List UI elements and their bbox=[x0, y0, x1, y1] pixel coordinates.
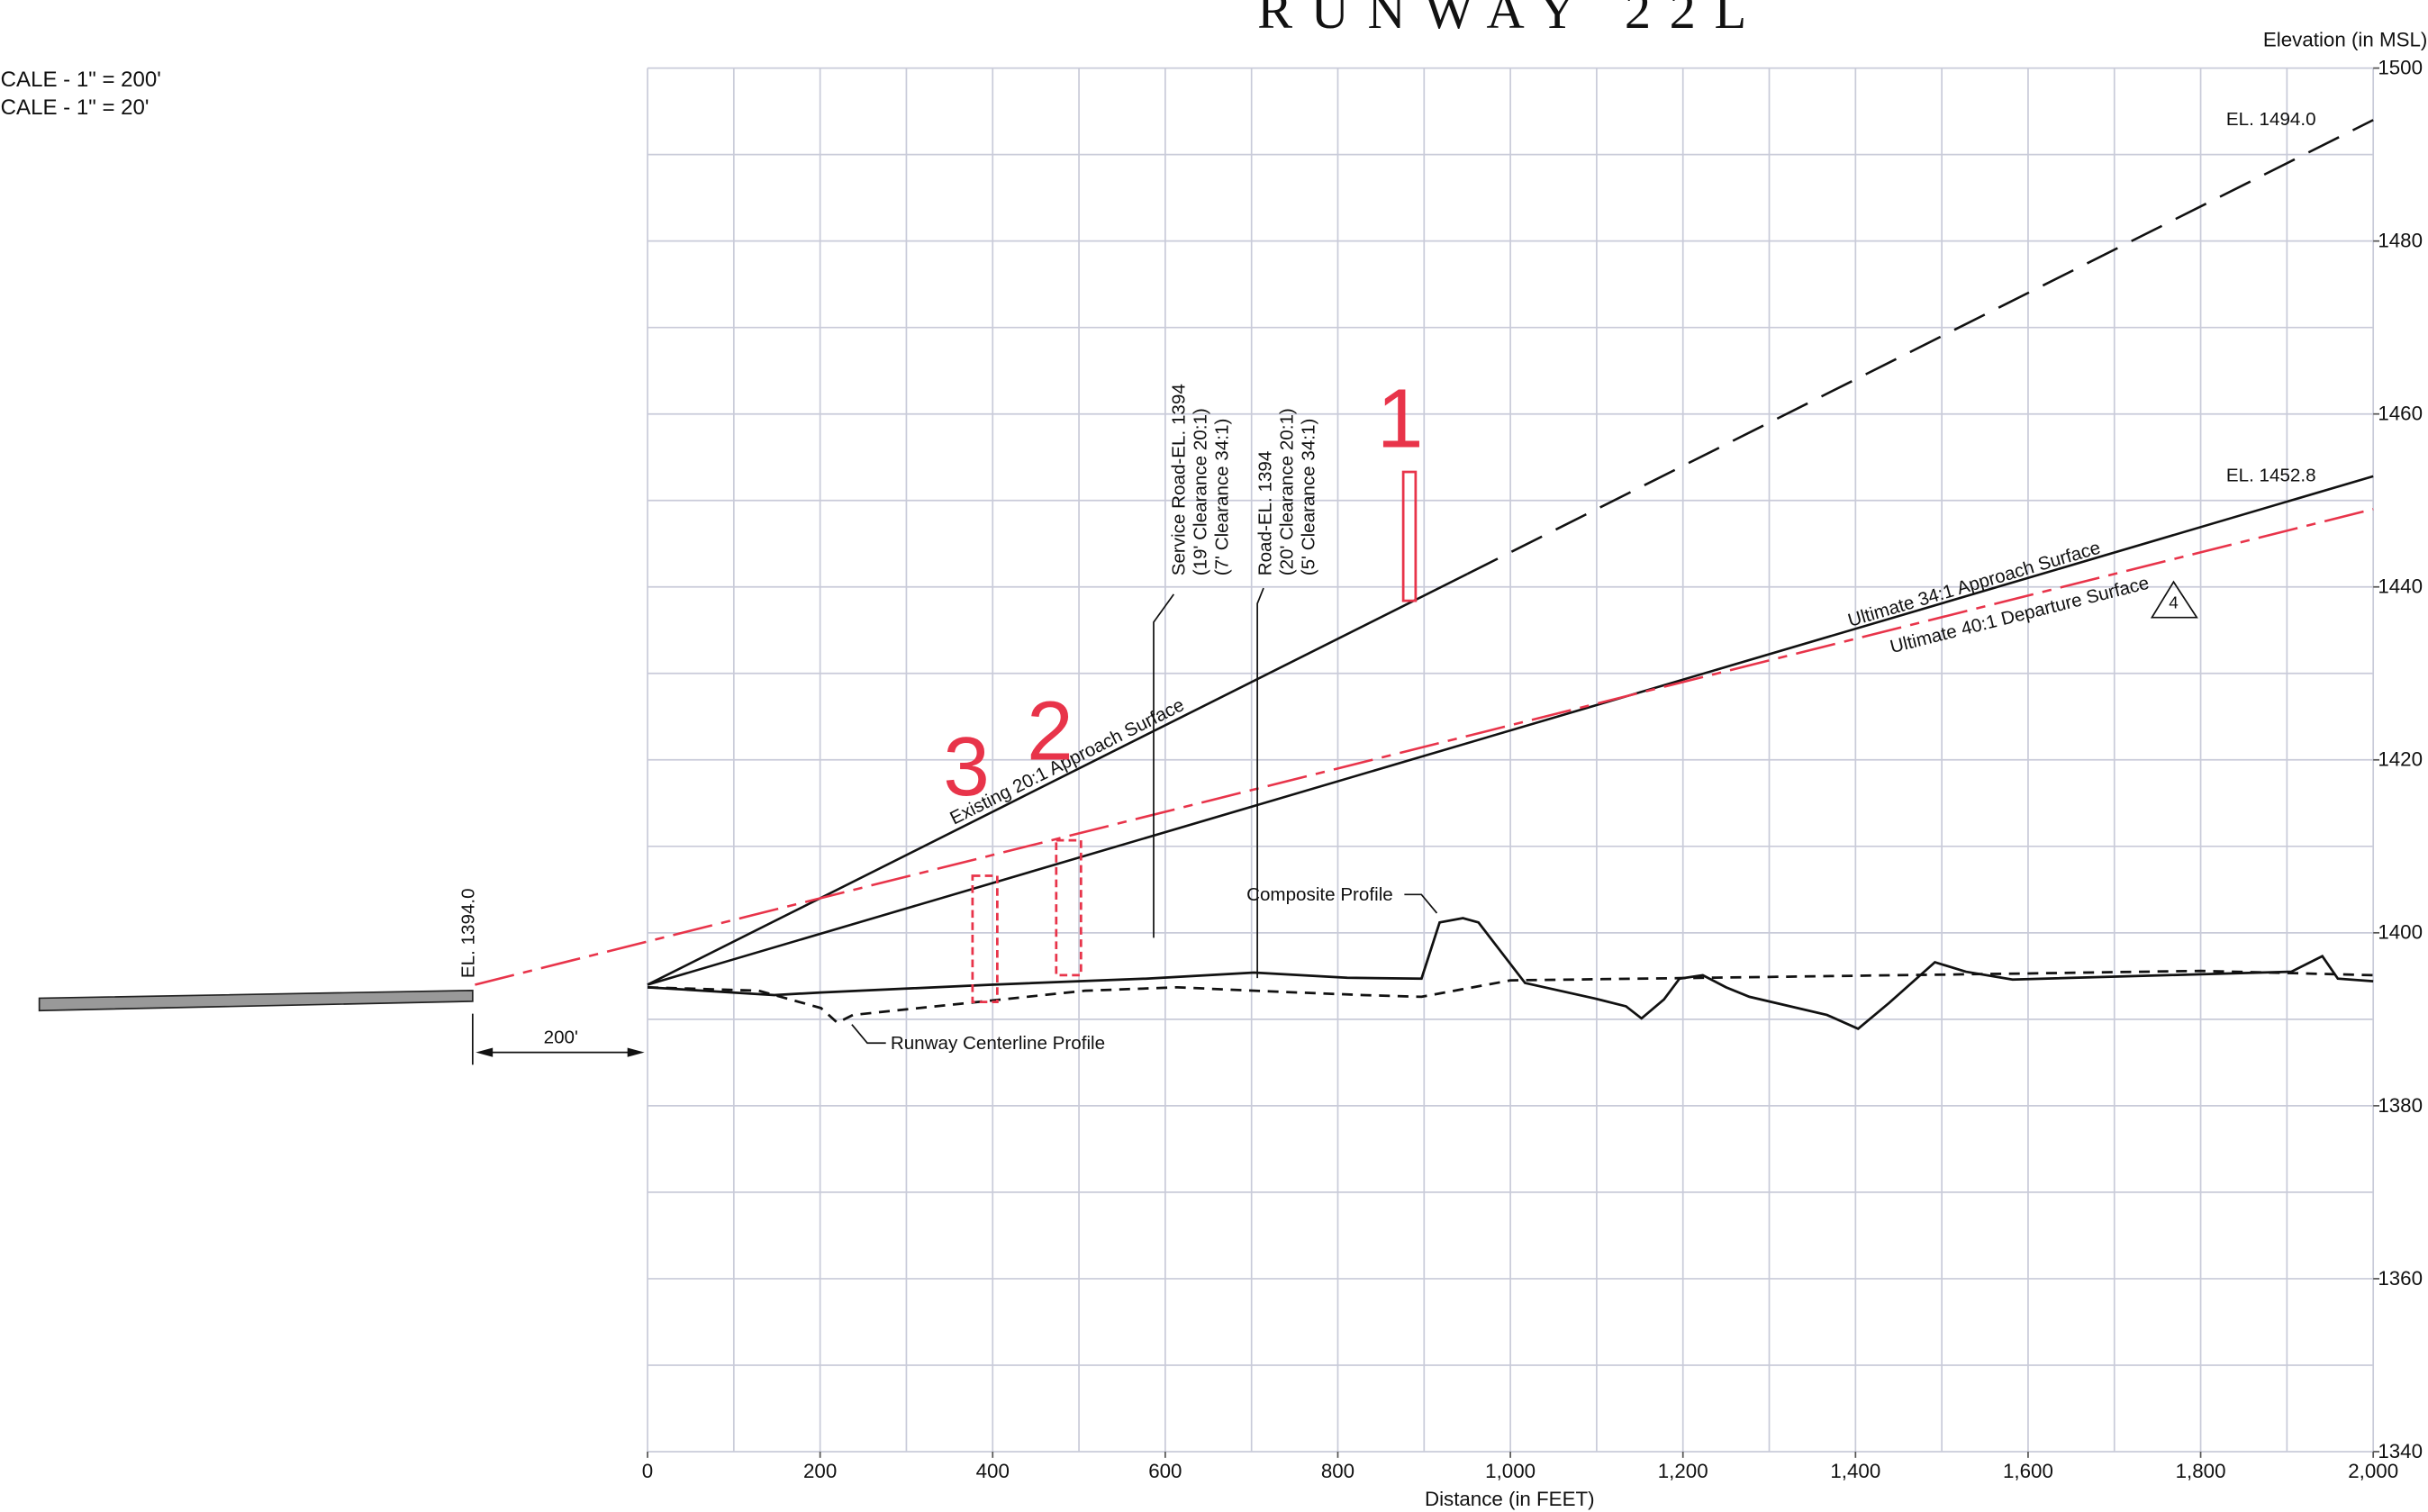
x-tick-label: 1,600 bbox=[2003, 1460, 2053, 1482]
road-label: (19' Clearance 20:1) bbox=[1190, 408, 1210, 575]
elevation-label: EL. 1494.0 bbox=[2226, 109, 2316, 130]
y-tick-label: 1500 bbox=[2378, 56, 2423, 78]
grid bbox=[647, 67, 2380, 1458]
obstruction-label: 3 bbox=[943, 720, 990, 813]
series-line bbox=[647, 917, 2374, 1031]
y-tick-label: 1340 bbox=[2378, 1440, 2423, 1462]
triangle bbox=[2150, 580, 2198, 619]
leader bbox=[1153, 593, 1175, 938]
chart-title: RUNWAY 22L bbox=[1257, 0, 1765, 40]
leader bbox=[851, 1024, 886, 1045]
road-label: (20' Clearance 20:1) bbox=[1277, 408, 1298, 575]
road-label: (7' Clearance 34:1) bbox=[1211, 419, 1232, 576]
obstruction bbox=[1401, 470, 1418, 602]
series-line bbox=[647, 573, 1468, 986]
road-label: (5' Clearance 34:1) bbox=[1299, 419, 1319, 576]
series-line bbox=[1466, 119, 2374, 575]
x-tick-label: 1,800 bbox=[2176, 1460, 2226, 1482]
road-label: Service Road-EL. 1394 bbox=[1168, 384, 1189, 575]
x-tick-label: 400 bbox=[976, 1460, 1010, 1482]
obstruction bbox=[1055, 838, 1083, 977]
x-tick-label: 0 bbox=[642, 1460, 653, 1482]
profile-label: Runway Centerline Profile bbox=[891, 1033, 1105, 1054]
y-tick-label: 1360 bbox=[2378, 1267, 2423, 1290]
y-tick-label: 1440 bbox=[2378, 575, 2423, 598]
y-tick-label: 1400 bbox=[2378, 921, 2423, 944]
surface-label: Ultimate 40:1 Departure Surface bbox=[1888, 573, 2151, 657]
runway bbox=[38, 989, 474, 1012]
elevation-label: EL. 1452.8 bbox=[2226, 465, 2316, 485]
dimension-label: 200' bbox=[544, 1027, 578, 1047]
x-tick-label: 1,200 bbox=[1658, 1460, 1708, 1482]
scale-note: CALE - 1" = 20' bbox=[1, 95, 149, 120]
triangle-label: 4 bbox=[2169, 593, 2179, 612]
x-tick-label: 2,000 bbox=[2348, 1460, 2398, 1482]
x-tick-label: 200 bbox=[803, 1460, 837, 1482]
arrow bbox=[627, 1047, 645, 1057]
x-tick-label: 600 bbox=[1148, 1460, 1182, 1482]
road-label: Road-EL. 1394 bbox=[1255, 451, 1276, 576]
elevation-label: EL. 1394.0 bbox=[458, 888, 479, 978]
arrow bbox=[476, 1047, 494, 1057]
x-tick-label: 1,000 bbox=[1485, 1460, 1536, 1482]
y-tick-label: 1420 bbox=[2378, 748, 2423, 771]
x-axis-label: Distance (in FEET) bbox=[1425, 1488, 1595, 1510]
y-tick-label: 1480 bbox=[2378, 230, 2423, 252]
profile-label: Composite Profile bbox=[1246, 884, 1393, 905]
series-line bbox=[647, 969, 2374, 1025]
x-tick-label: 800 bbox=[1321, 1460, 1354, 1482]
series-line bbox=[647, 475, 2374, 986]
plot bbox=[475, 119, 2374, 1031]
obstruction-label: 1 bbox=[1377, 372, 1424, 466]
leader bbox=[1404, 893, 1438, 914]
obstruction-label: 2 bbox=[1027, 684, 1074, 778]
y-axis-label: Elevation (in MSL) bbox=[2263, 29, 2427, 51]
y-tick-label: 1460 bbox=[2378, 403, 2423, 425]
scale-note: CALE - 1" = 200' bbox=[1, 68, 161, 92]
series-line bbox=[475, 508, 2374, 986]
obstruction bbox=[971, 874, 999, 1004]
y-tick-label: 1380 bbox=[2378, 1094, 2423, 1117]
leader bbox=[1256, 587, 1264, 979]
x-tick-label: 1,400 bbox=[1830, 1460, 1880, 1482]
